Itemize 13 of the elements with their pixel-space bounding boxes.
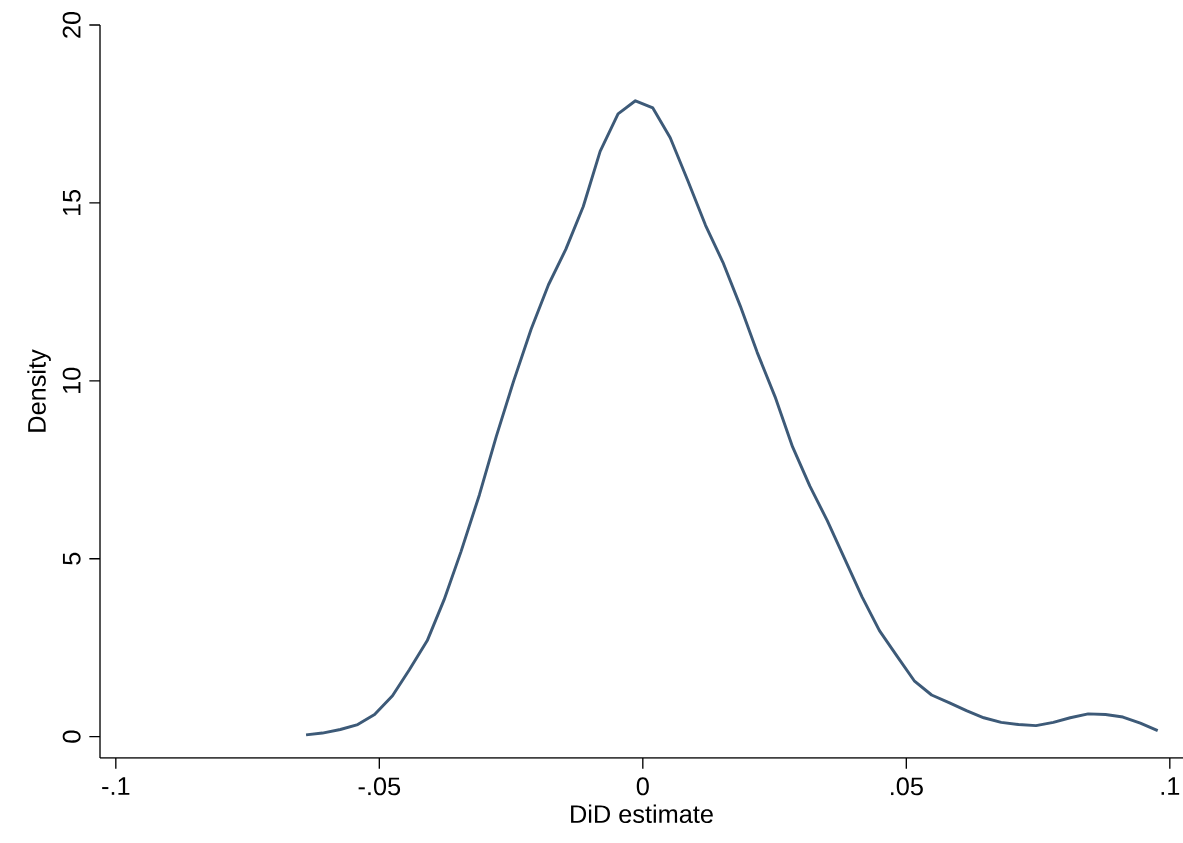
y-tick-label: 10 [62,367,81,393]
x-tick-label: -.05 [358,777,401,796]
line-series [304,99,1160,737]
x-tick-label: -.1 [102,777,130,795]
x-axis-title: DiD estimate [571,804,713,824]
y-tick-label: 5 [62,552,81,565]
y-tick-label: 15 [62,189,81,216]
y-axis-title: Density [27,349,51,432]
y-tick-label: 20 [62,11,81,38]
x-tick-label: .1 [1161,777,1180,795]
x-tick-label: .05 [891,777,923,796]
x-tick-label: 0 [636,777,649,796]
y-tick-label: 0 [62,730,81,743]
